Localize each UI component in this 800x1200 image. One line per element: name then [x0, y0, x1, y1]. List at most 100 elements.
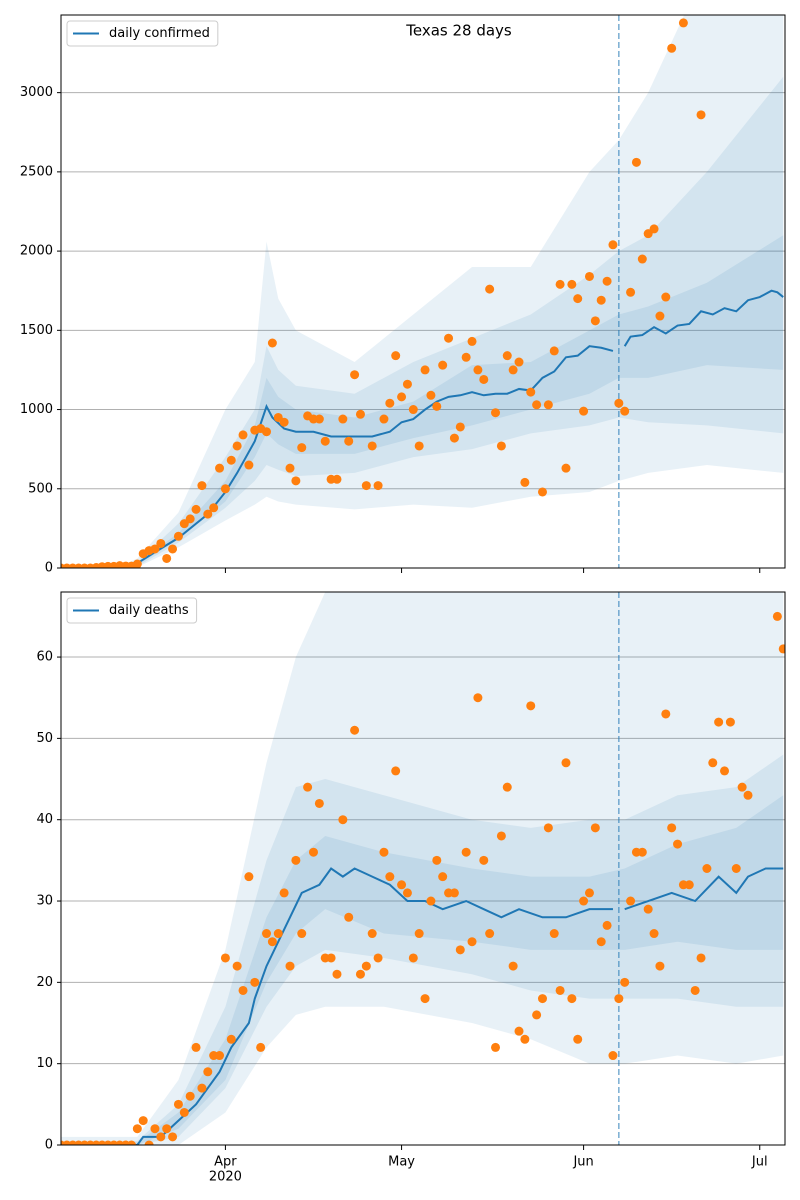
observed-point: [373, 481, 383, 491]
observed-point: [778, 644, 785, 654]
observed-point: [526, 701, 536, 711]
x-tick-label: Jun: [572, 1155, 593, 1170]
observed-point: [479, 855, 489, 865]
y-tick-label: 0: [45, 1138, 53, 1153]
observed-point: [543, 400, 553, 410]
chart-title: Texas 28 days: [405, 22, 512, 40]
observed-point: [226, 1034, 236, 1044]
y-tick-label: 30: [36, 894, 53, 909]
observed-point: [279, 417, 289, 427]
observed-point: [297, 443, 307, 453]
observed-point: [673, 839, 683, 849]
observed-point: [455, 945, 465, 955]
observed-point: [649, 929, 659, 939]
observed-point: [532, 400, 542, 410]
observed-point: [414, 441, 424, 451]
observed-point: [320, 436, 330, 446]
observed-point: [567, 994, 577, 1004]
y-tick-label: 20: [36, 975, 53, 990]
observed-point: [449, 433, 459, 443]
y-tick-label: 0: [45, 561, 53, 576]
observed-point: [420, 994, 430, 1004]
observed-point: [162, 553, 172, 563]
observed-point: [338, 414, 348, 424]
observed-point: [238, 430, 248, 440]
observed-point: [655, 311, 665, 321]
observed-point: [502, 782, 512, 792]
observed-point: [696, 953, 706, 963]
observed-point: [173, 531, 183, 541]
axes-frame: [60, 591, 786, 1146]
observed-point: [643, 904, 653, 914]
observed-point: [520, 1034, 530, 1044]
observed-point: [626, 896, 636, 906]
x-tick-label: Apr: [214, 1155, 237, 1170]
observed-point: [573, 1034, 583, 1044]
observed-point: [655, 961, 665, 971]
observed-point: [244, 460, 254, 470]
y-tick-label: 50: [36, 731, 53, 746]
observed-point: [549, 346, 559, 356]
y-tick-label: 500: [28, 481, 53, 496]
observed-point: [203, 509, 213, 519]
observed-point: [326, 953, 336, 963]
observed-point: [684, 880, 694, 890]
observed-point: [461, 847, 471, 857]
y-tick-label: 40: [36, 812, 53, 827]
observed-point: [344, 436, 354, 446]
observed-point: [314, 414, 324, 424]
observed-point: [590, 823, 600, 833]
observed-point: [191, 504, 201, 514]
observed-point: [262, 427, 272, 437]
legend-label: daily deaths: [109, 603, 189, 618]
observed-point: [496, 441, 506, 451]
observed-point: [438, 872, 448, 882]
observed-point: [150, 1124, 160, 1134]
observed-point: [314, 798, 324, 808]
observed-point: [561, 463, 571, 473]
observed-point: [620, 977, 630, 987]
legend: daily confirmed: [66, 20, 219, 47]
observed-point: [520, 477, 530, 487]
observed-point: [573, 294, 583, 304]
observed-point: [402, 888, 412, 898]
observed-point: [397, 880, 407, 890]
observed-point: [614, 994, 624, 1004]
observed-point: [232, 961, 242, 971]
observed-point: [461, 352, 471, 362]
observed-point: [355, 409, 365, 419]
observed-point: [215, 1051, 225, 1061]
confidence-band: [61, 15, 784, 568]
observed-point: [244, 872, 254, 882]
observed-point: [455, 422, 465, 432]
observed-point: [226, 455, 236, 465]
observed-point: [361, 961, 371, 971]
observed-point: [626, 287, 636, 297]
observed-point: [649, 224, 659, 234]
observed-point: [614, 398, 624, 408]
observed-point: [667, 43, 677, 53]
observed-point: [631, 157, 641, 167]
observed-point: [191, 1042, 201, 1052]
observed-point: [702, 864, 712, 873]
observed-point: [473, 365, 483, 375]
x-tick-label: May: [388, 1155, 415, 1170]
observed-point: [168, 544, 178, 554]
observed-point: [285, 463, 295, 473]
observed-point: [156, 538, 166, 548]
observed-point: [232, 441, 242, 451]
observed-point: [579, 896, 589, 906]
observed-point: [608, 1051, 618, 1061]
confidence-band: [61, 795, 784, 1145]
observed-point: [279, 888, 289, 898]
observed-point: [620, 406, 630, 416]
observed-point: [391, 351, 401, 361]
observed-point: [537, 487, 547, 497]
observed-point: [508, 961, 518, 971]
observed-point: [332, 474, 342, 484]
observed-point: [479, 374, 489, 384]
axes-frame: [60, 14, 786, 569]
observed-point: [126, 1140, 136, 1145]
observed-point: [397, 392, 407, 402]
